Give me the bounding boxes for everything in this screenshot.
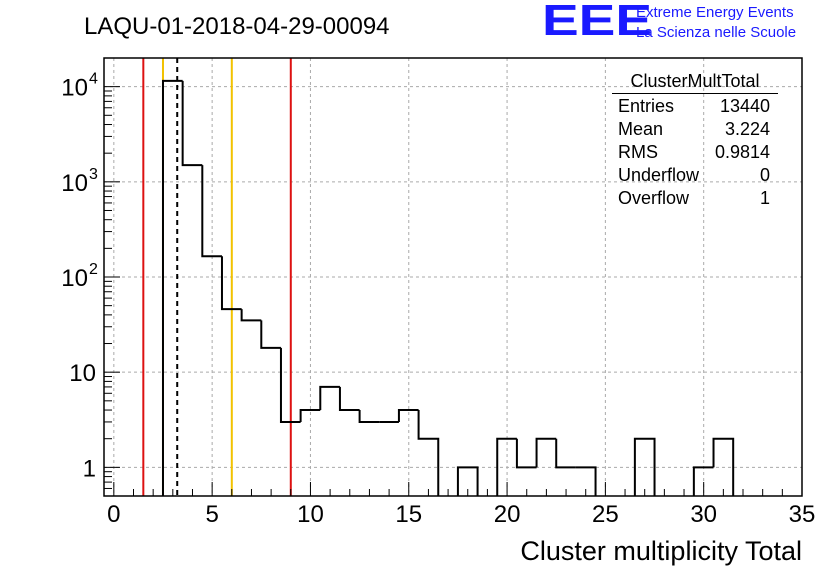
stats-value: 0: [759, 165, 770, 185]
stats-label: RMS: [618, 142, 658, 162]
histogram-bin: [201, 165, 222, 258]
x-axis-ticks: 0 5 10 15 20 25 30 35: [107, 482, 815, 528]
x-tick-label: 35: [789, 501, 816, 528]
stats-box: ClusterMultTotal Entries 13440 Mean 3.22…: [612, 71, 778, 210]
histogram-bin: [279, 347, 301, 423]
y-tick-label: 10: [69, 360, 96, 387]
stats-value: 13440: [719, 96, 770, 116]
y-tick-label: 10: [61, 170, 88, 197]
stats-label: Entries: [618, 96, 675, 116]
eee-logo: EEE Extreme Energy Events La Scienza nel…: [540, 0, 836, 46]
histogram-series: [161, 79, 735, 496]
x-tick-label: 20: [494, 501, 521, 528]
histogram-bin: [319, 385, 340, 411]
y-tick-label: 1: [83, 455, 96, 482]
y-tick-exponent: 4: [89, 71, 98, 88]
x-tick-label: 25: [592, 501, 619, 528]
stats-value: 0.9814: [714, 142, 770, 162]
stats-row-entries: Entries 13440: [612, 95, 778, 118]
stats-label: Mean: [618, 119, 664, 139]
histogram-bin: [692, 466, 714, 496]
stats-row-overflow: Overflow 1: [612, 187, 778, 210]
histogram-bin: [299, 409, 321, 422]
histogram-bin: [515, 438, 537, 469]
histogram-bin: [161, 79, 183, 496]
histogram-bin: [417, 410, 440, 496]
histogram-bin: [712, 437, 735, 496]
stats-label: Underflow: [618, 165, 700, 185]
histogram-bin: [220, 256, 242, 311]
histogram-bin: [358, 410, 380, 423]
x-tick-label: 0: [107, 501, 120, 528]
histogram-bin: [338, 386, 360, 412]
histogram-bin: [456, 466, 479, 496]
eee-logo-line2: La Scienza nelle Scuole: [636, 24, 797, 41]
histogram-bin: [397, 409, 419, 422]
eee-logo-line1: Extreme Energy Events: [636, 4, 794, 21]
x-tick-label: 30: [690, 501, 717, 528]
histogram-bin: [181, 80, 203, 167]
y-tick-exponent: 2: [89, 261, 98, 278]
histogram-bin: [633, 437, 656, 496]
x-tick-label: 5: [205, 501, 218, 528]
x-tick-label: 15: [395, 501, 422, 528]
stats-row-rms: RMS 0.9814: [612, 141, 778, 164]
stats-row-underflow: Underflow 0: [612, 164, 778, 187]
stats-label: Overflow: [618, 188, 690, 208]
x-axis-label: Cluster multiplicity Total: [520, 536, 802, 566]
x-tick-label: 10: [297, 501, 324, 528]
stats-value: 1: [759, 188, 770, 208]
histogram-bin: [575, 466, 597, 496]
histogram-bin: [496, 437, 517, 496]
histogram-bin: [535, 437, 557, 468]
histogram-bin: [555, 438, 576, 469]
stats-value: 3.224: [724, 119, 770, 139]
chart-title: LAQU-01-2018-04-29-00094: [84, 13, 390, 40]
stats-title: ClusterMultTotal: [612, 71, 778, 94]
histogram-bin: [240, 309, 262, 322]
y-tick-label: 10: [61, 265, 88, 292]
stats-row-mean: Mean 3.224: [612, 118, 778, 141]
y-tick-label: 10: [61, 75, 88, 102]
eee-logo-mark: EEE: [542, 0, 653, 45]
y-tick-exponent: 3: [89, 166, 98, 183]
histogram-bin: [260, 320, 281, 349]
